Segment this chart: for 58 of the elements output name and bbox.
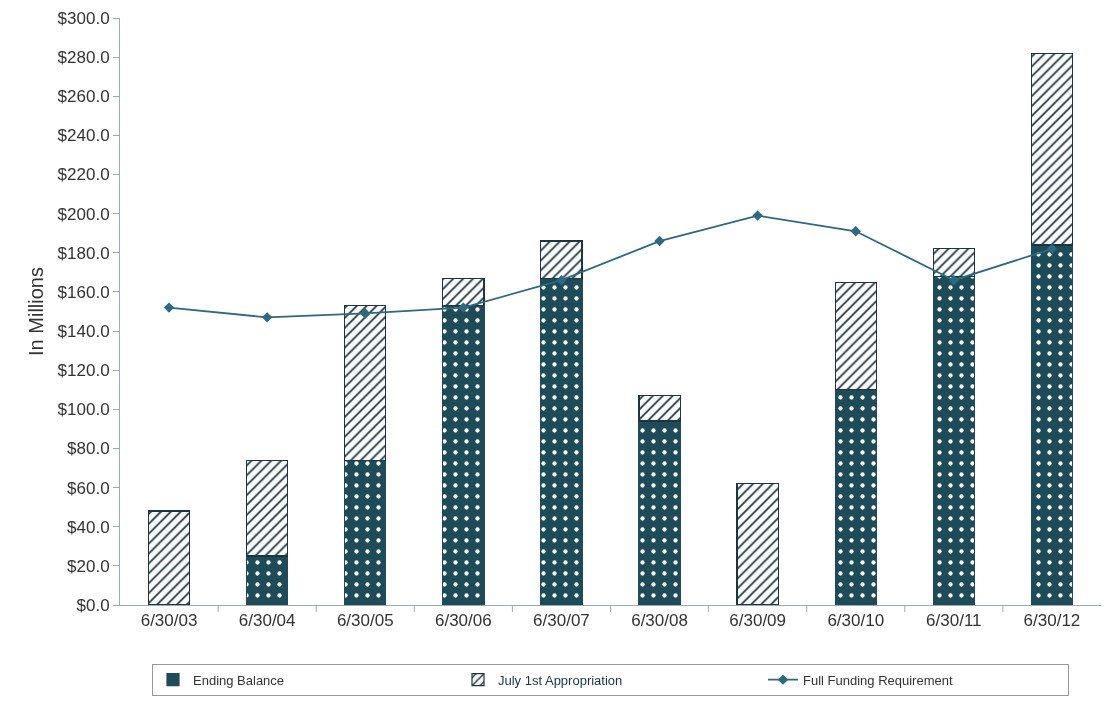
point xyxy=(261,312,273,323)
bar xyxy=(1030,52,1074,246)
bar xyxy=(344,305,387,461)
x-tick-label: 6/30/07 xyxy=(533,611,590,631)
bar xyxy=(834,389,877,605)
x-tick-label: 6/30/03 xyxy=(140,611,198,631)
point xyxy=(556,274,567,286)
y-tick-label: $160.0 xyxy=(57,282,110,302)
x-tick-label: 6/30/11 xyxy=(926,611,982,631)
x-tick-label: 6/30/10 xyxy=(827,611,885,631)
y-tick-label: $180.0 xyxy=(57,243,110,263)
x-tick-label: 6/30/12 xyxy=(1023,611,1081,631)
bar xyxy=(245,459,289,557)
point xyxy=(654,235,665,247)
x-tick-label: 6/30/09 xyxy=(729,611,787,631)
point xyxy=(948,274,960,286)
bar xyxy=(736,483,779,605)
bar xyxy=(344,459,387,605)
y-tick-label: $200.0 xyxy=(57,204,110,224)
bar xyxy=(147,510,191,605)
text: July 1st Appropriation xyxy=(498,672,623,688)
bar xyxy=(638,420,681,605)
point xyxy=(458,302,469,313)
bar xyxy=(442,305,485,605)
x-tick-label: 6/30/05 xyxy=(336,611,394,631)
y-tick-label: $80.0 xyxy=(67,439,110,459)
point xyxy=(850,226,861,237)
y-tick-label: $120.0 xyxy=(57,361,110,381)
y-tick-label: $220.0 xyxy=(57,165,110,185)
x-tick-label: 6/30/06 xyxy=(434,611,492,631)
bar xyxy=(540,277,583,605)
y-tick-label: $280.0 xyxy=(57,48,110,68)
y-tick-label: $20.0 xyxy=(67,556,110,576)
y-tick-label: $240.0 xyxy=(57,126,110,146)
point xyxy=(1046,243,1058,255)
bar xyxy=(638,395,681,422)
bar xyxy=(932,275,976,605)
bar xyxy=(1030,244,1074,605)
bar xyxy=(245,555,289,605)
point xyxy=(752,210,763,221)
y-tick-label: $40.0 xyxy=(67,517,110,537)
y-tick-label: $260.0 xyxy=(57,87,110,107)
bar xyxy=(540,240,583,279)
point xyxy=(163,302,175,313)
x-tick-label: 6/30/04 xyxy=(238,611,296,631)
legend-label: Full Funding Requirement xyxy=(803,672,953,688)
y-axis-title: In Millions xyxy=(25,267,48,356)
y-tick-label: $300.0 xyxy=(57,8,110,28)
bar xyxy=(834,281,877,391)
y-tick-label: $0.0 xyxy=(76,595,110,615)
bar xyxy=(442,277,485,307)
y-tick-label: $140.0 xyxy=(57,322,110,342)
y-tick-label: $60.0 xyxy=(67,478,110,498)
y-tick-label: $100.0 xyxy=(57,400,110,420)
x-tick-label: 6/30/08 xyxy=(631,611,688,631)
legend-label: Ending Balance xyxy=(193,672,285,688)
point xyxy=(360,308,371,319)
bar xyxy=(932,248,976,277)
